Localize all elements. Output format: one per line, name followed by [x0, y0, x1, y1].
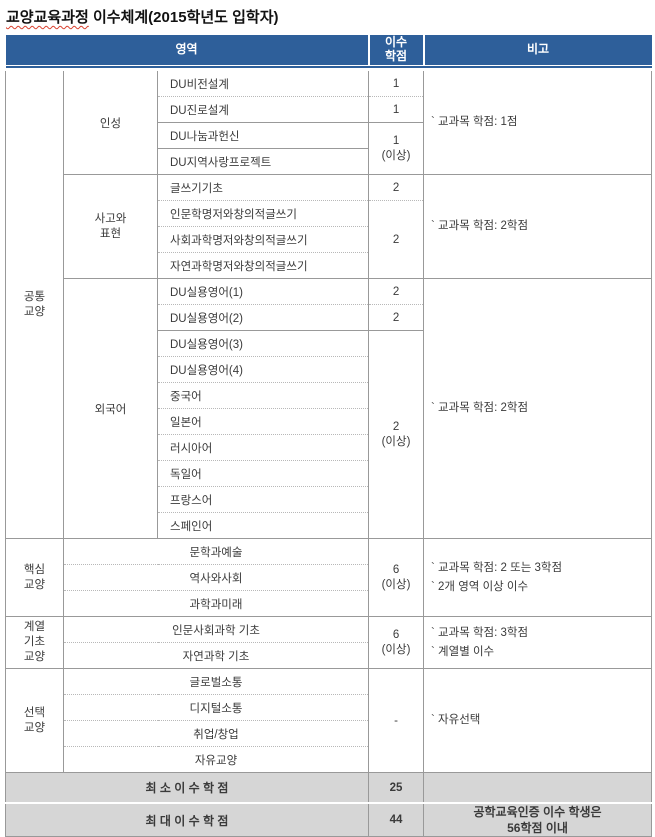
- table-row: DU실용영어(2) 2: [6, 304, 652, 331]
- course-cell: DU진로설계: [157, 96, 370, 123]
- table-row: 핵심 교양 문학과예술 6 (이상) ` 교과목 학점: 2 또는 3학점 ` …: [5, 538, 653, 617]
- note-cell: ` 교과목 학점: 2 또는 3학점 ` 2개 영역 이상 이수: [423, 538, 653, 617]
- summary-min-note: [423, 772, 653, 804]
- note-cell: ` 교과목 학점: 2학점: [423, 174, 653, 279]
- table-row: 자연과학 기초: [6, 642, 652, 669]
- credit-cell: 6 (이상): [368, 616, 425, 669]
- header-credits: 이수 학점: [368, 35, 425, 65]
- page-title: 교양교육과정 이수체계(2015학년도 입학자): [6, 6, 655, 27]
- group-cell-basic: 계열 기초 교양: [5, 616, 64, 669]
- header-rule-line: [5, 66, 652, 68]
- course-cell: 인문사회과학 기초: [63, 616, 370, 643]
- course-cell: DU실용영어(1): [157, 278, 370, 305]
- table-row: 역사와사회: [6, 564, 652, 591]
- table-row: 과학과미래: [6, 590, 652, 617]
- course-cell: 과학과미래: [63, 590, 370, 617]
- course-cell: 프랑스어: [157, 486, 370, 513]
- table-row: 독일어: [6, 460, 652, 487]
- table-row: DU나눔과헌신 1 (이상): [6, 122, 652, 175]
- summary-max-value: 44: [368, 803, 425, 837]
- title-rest: 이수체계(2015학년도 입학자): [88, 9, 279, 26]
- table-row: DU실용영어(3) 2 (이상): [6, 330, 652, 539]
- course-cell: 역사와사회: [63, 564, 370, 591]
- course-cell: DU실용영어(4): [157, 356, 370, 383]
- group-cell-core: 핵심 교양: [5, 538, 64, 617]
- note-cell: ` 교과목 학점: 3학점 ` 계열별 이수: [423, 616, 653, 669]
- table-row: 사회과학명저와창의적글쓰기: [6, 226, 652, 253]
- table-row: 자유교양: [6, 746, 652, 773]
- course-cell: DU지역사랑프로젝트: [157, 148, 370, 175]
- course-cell: DU실용영어(2): [157, 304, 370, 331]
- table-row: DU진로설계 1: [6, 96, 652, 123]
- course-cell: 일본어: [157, 408, 370, 435]
- table-row: 취업/창업: [6, 720, 652, 747]
- credit-cell: 6 (이상): [368, 538, 425, 617]
- group-cell-common: 공통 교양: [5, 71, 64, 539]
- credit-cell: 2: [368, 174, 425, 201]
- table-row: 자연과학명저와창의적글쓰기: [6, 252, 652, 279]
- subgroup-cell: 외국어: [63, 278, 158, 539]
- header-note: 비고: [423, 35, 652, 65]
- credit-cell: 2 (이상): [368, 330, 425, 539]
- credit-cell: 1: [368, 71, 425, 97]
- summary-row-max: 최 대 이 수 학 점 44 공학교육인증 이수 학생은 56학점 이내: [4, 803, 653, 837]
- header-area: 영역: [5, 35, 370, 65]
- credit-cell: -: [368, 668, 425, 773]
- course-cell: 중국어: [157, 382, 370, 409]
- title-underlined-word: 교양교육과정: [6, 9, 89, 26]
- course-cell: 러시아어: [157, 434, 370, 461]
- header-rule-gap: [5, 65, 652, 66]
- course-cell: DU나눔과헌신: [157, 122, 370, 149]
- table-row: 중국어: [6, 382, 652, 409]
- credit-cell: 2: [368, 304, 425, 331]
- curriculum-table: 영역 이수 학점 비고 공통 교양 인성 DU비전설계 1 ` 교과목 학점: …: [4, 35, 653, 837]
- note-cell: ` 자유선택: [423, 668, 653, 773]
- course-cell: 자연과학 기초: [63, 642, 370, 669]
- summary-max-label: 최 대 이 수 학 점: [4, 803, 370, 837]
- subgroup-cell: 사고와 표현: [63, 174, 158, 279]
- course-cell: 문학과예술: [63, 538, 370, 565]
- course-cell: 디지털소통: [63, 694, 370, 721]
- credit-cell: 2: [368, 200, 425, 279]
- table-row: 프랑스어: [6, 486, 652, 513]
- credit-cell: 1 (이상): [368, 122, 425, 175]
- table-row: 디지털소통: [6, 694, 652, 721]
- table-row: 스페인어: [6, 512, 652, 539]
- course-cell: 인문학명저와창의적글쓰기: [157, 200, 370, 227]
- course-cell: DU비전설계: [157, 71, 370, 97]
- note-cell: ` 교과목 학점: 2학점: [423, 278, 653, 539]
- course-cell: DU실용영어(3): [157, 330, 370, 357]
- table-row: 사고와 표현 글쓰기기초 2 ` 교과목 학점: 2학점: [6, 174, 653, 279]
- summary-min-label: 최 소 이 수 학 점: [4, 772, 370, 804]
- course-cell: 독일어: [157, 460, 370, 487]
- course-cell: 스페인어: [157, 512, 370, 539]
- credit-cell: 1: [368, 96, 425, 123]
- header-rule-gap: [5, 68, 652, 71]
- table-row: 러시아어: [6, 434, 652, 461]
- subgroup-cell: 인성: [63, 71, 158, 175]
- note-cell: ` 교과목 학점: 1점: [423, 71, 653, 175]
- table-row: 선택 교양 글로벌소통 - ` 자유선택: [5, 668, 653, 773]
- table-row: 외국어 DU실용영어(1) 2 ` 교과목 학점: 2학점: [6, 278, 653, 539]
- table-row: DU실용영어(4): [6, 356, 652, 383]
- table-row: 계열 기초 교양 인문사회과학 기초 6 (이상) ` 교과목 학점: 3학점 …: [5, 616, 653, 669]
- course-cell: 글쓰기기초: [157, 174, 370, 201]
- table-row: 일본어: [6, 408, 652, 435]
- group-cell-elective: 선택 교양: [5, 668, 64, 773]
- summary-row-min: 최 소 이 수 학 점 25: [4, 772, 653, 804]
- table-row: 공통 교양 인성 DU비전설계 1 ` 교과목 학점: 1점: [5, 71, 653, 539]
- course-cell: 자연과학명저와창의적글쓰기: [157, 252, 370, 279]
- course-cell: 자유교양: [63, 746, 370, 773]
- summary-min-value: 25: [368, 772, 425, 804]
- course-cell: 글로벌소통: [63, 668, 370, 695]
- summary-max-note: 공학교육인증 이수 학생은 56학점 이내: [423, 803, 653, 837]
- table-row: 인문학명저와창의적글쓰기 2: [6, 200, 652, 279]
- table-row: DU지역사랑프로젝트: [6, 148, 652, 175]
- table-header-row: 영역 이수 학점 비고: [5, 35, 652, 65]
- course-cell: 사회과학명저와창의적글쓰기: [157, 226, 370, 253]
- course-cell: 취업/창업: [63, 720, 370, 747]
- credit-cell: 2: [368, 278, 425, 305]
